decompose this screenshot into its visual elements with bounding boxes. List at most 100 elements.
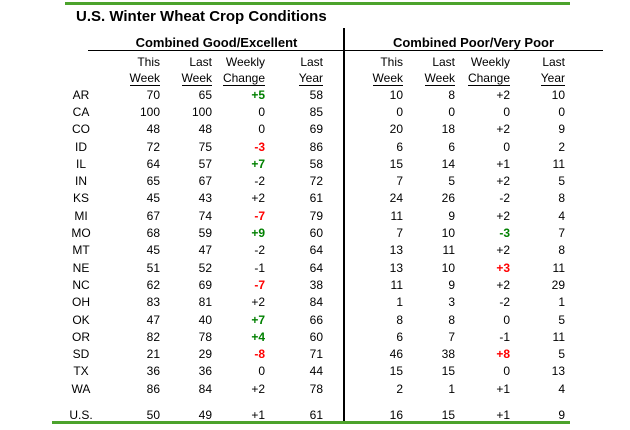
- cell-this-week: 83: [146, 295, 160, 310]
- cell-weekly-change: -3: [499, 226, 510, 241]
- table-row: CA 100 100 0 85 0 0 0 0: [52, 103, 567, 120]
- header-line2-s0-c0-text: Week: [129, 71, 160, 86]
- cell-last-week: 3: [448, 295, 455, 310]
- cell-last-week: 8: [448, 312, 455, 327]
- state-label: OH: [72, 295, 90, 310]
- header-line2-s0-c0: Week: [110, 71, 162, 86]
- cell-last-year: 72: [309, 174, 323, 189]
- cell-this-week: 47: [146, 312, 160, 327]
- conditions-table: This Last Weekly Last This Last Weekly Last Week…: [52, 54, 567, 424]
- cell-last-week: 9: [448, 277, 455, 292]
- cell-last-year: 5: [558, 174, 565, 189]
- section-header-good-excellent: Combined Good/Excellent: [135, 35, 298, 50]
- cell-last-year: 2: [558, 139, 565, 154]
- state-label: U.S.: [69, 407, 93, 422]
- cell-last-week: 26: [441, 191, 455, 206]
- cell-this-week: 62: [146, 277, 160, 292]
- cell-weekly-change: -2: [499, 191, 510, 206]
- cell-last-week: 75: [198, 139, 212, 154]
- cell-last-year: 4: [558, 381, 565, 396]
- cell-last-year: 86: [309, 139, 323, 154]
- cell-weekly-change: -1: [499, 329, 510, 344]
- header-line2-s1-c3: Year: [512, 71, 567, 86]
- cell-weekly-change: 0: [503, 364, 510, 379]
- state-label: TX: [73, 364, 89, 379]
- cell-last-week: 69: [198, 277, 212, 292]
- cell-weekly-change: -3: [254, 139, 265, 154]
- section-underline-left: [88, 50, 345, 51]
- header-line1-s1-c2: Weekly: [470, 55, 510, 69]
- cell-weekly-change: -8: [254, 347, 265, 362]
- cell-this-week: 86: [146, 381, 160, 396]
- cell-this-week: 20: [389, 122, 403, 137]
- section-header-poor-very-poor: Combined Poor/Very Poor: [392, 35, 555, 50]
- cell-weekly-change: +1: [496, 407, 510, 422]
- cell-last-year: 8: [558, 243, 565, 258]
- cell-this-week: 68: [146, 226, 160, 241]
- header-line1-s0-c3: Last: [300, 55, 323, 69]
- cell-last-year: 11: [552, 260, 565, 275]
- cell-last-year: 29: [551, 277, 565, 292]
- cell-last-week: 67: [198, 174, 212, 189]
- cell-this-week: 0: [396, 104, 403, 119]
- cell-weekly-change: 0: [503, 312, 510, 327]
- cell-last-year: 85: [309, 104, 323, 119]
- cell-this-week: 51: [146, 260, 160, 275]
- cell-last-week: 15: [441, 364, 455, 379]
- header-line1-s0-c0: This: [137, 55, 160, 69]
- header-line1-s1-c0: This: [380, 55, 403, 69]
- cell-weekly-change: +5: [251, 87, 265, 102]
- table-row: MO 68 59 +9 60 7 10 -3 7: [52, 224, 567, 241]
- top-green-rule: [65, 2, 570, 5]
- cell-this-week: 45: [146, 191, 160, 206]
- cell-last-year: 9: [558, 122, 565, 137]
- table-row: MI 67 74 -7 79 11 9 +2 4: [52, 207, 567, 224]
- cell-last-week: 9: [448, 208, 455, 223]
- header-line2-s0-c1-text: Week: [181, 71, 212, 86]
- cell-this-week: 65: [146, 174, 160, 189]
- cell-weekly-change: +1: [251, 407, 265, 422]
- cell-last-year: 71: [309, 347, 323, 362]
- column-header-row-2: Week Week Change Year Week Week Change Year: [52, 70, 567, 86]
- cell-last-week: 5: [448, 174, 455, 189]
- table-row: KS 45 43 +2 61 24 26 -2 8: [52, 190, 567, 207]
- cell-last-year: 64: [309, 243, 323, 258]
- cell-this-week: 11: [390, 277, 403, 292]
- cell-weekly-change: 0: [258, 122, 265, 137]
- cell-this-week: 48: [146, 122, 160, 137]
- cell-weekly-change: +2: [496, 174, 510, 189]
- table-row: ID 72 75 -3 86 6 6 0 2: [52, 138, 567, 155]
- cell-weekly-change: +4: [251, 329, 265, 344]
- cell-last-year: 66: [309, 312, 323, 327]
- cell-last-year: 4: [558, 208, 565, 223]
- state-label: ID: [75, 139, 87, 154]
- cell-weekly-change: -2: [254, 243, 265, 258]
- state-label: NE: [72, 260, 90, 275]
- header-line2-s0-c2: Change: [214, 71, 267, 86]
- cell-last-year: 7: [558, 226, 565, 241]
- cell-last-year: 5: [558, 347, 565, 362]
- state-label: WA: [71, 381, 91, 396]
- cell-last-year: 60: [309, 329, 323, 344]
- cell-last-week: 10: [441, 260, 455, 275]
- cell-last-week: 14: [441, 156, 455, 171]
- column-header-row-1: This Last Weekly Last This Last Weekly Last: [52, 54, 567, 70]
- state-label: SD: [72, 347, 90, 362]
- cell-last-week: 57: [198, 156, 212, 171]
- cell-weekly-change: +2: [496, 87, 510, 102]
- header-line2-s1-c2-text: Change: [467, 71, 510, 86]
- cell-last-week: 81: [198, 295, 212, 310]
- table-row: MT 45 47 -2 64 13 11 +2 8: [52, 242, 567, 259]
- cell-weekly-change: +2: [251, 191, 265, 206]
- cell-weekly-change: +2: [496, 208, 510, 223]
- state-label: OR: [72, 329, 90, 344]
- cell-last-week: 7: [448, 329, 455, 344]
- cell-last-year: 44: [309, 364, 323, 379]
- cell-last-week: 78: [198, 329, 212, 344]
- table-row: OH 83 81 +2 84 1 3 -2 1: [52, 294, 567, 311]
- cell-last-week: 65: [198, 87, 212, 102]
- state-label: IN: [75, 174, 87, 189]
- cell-weekly-change: +1: [496, 381, 510, 396]
- header-line2-s0-c3-text: Year: [298, 71, 323, 86]
